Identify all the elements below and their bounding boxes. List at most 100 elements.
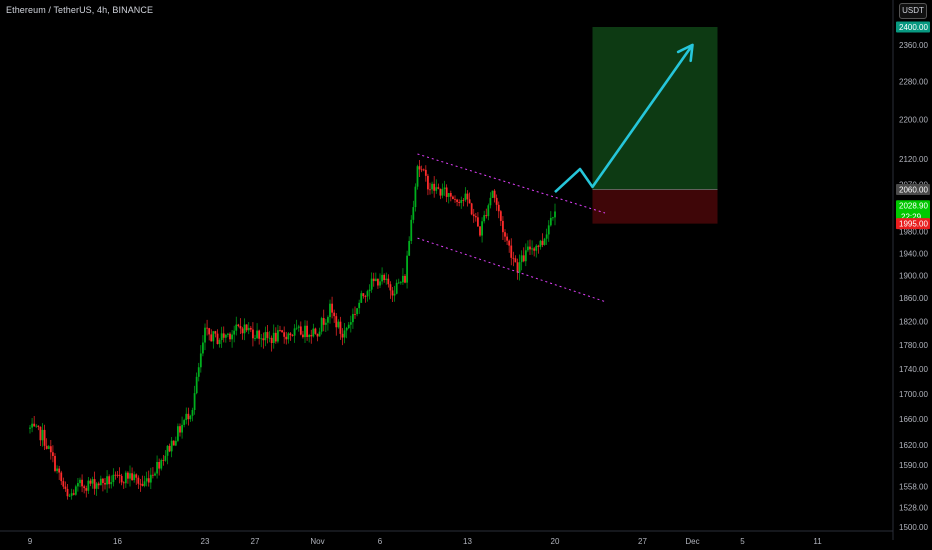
- candle-body: [389, 284, 392, 291]
- candle-body: [322, 318, 325, 325]
- candle-body: [237, 324, 240, 327]
- candle: [37, 425, 40, 431]
- candle-body: [43, 429, 46, 446]
- candle-body: [366, 291, 369, 297]
- candle: [397, 278, 400, 284]
- y-tick-label: 2360.00: [899, 41, 928, 50]
- candle-body: [83, 486, 86, 489]
- candle-body: [160, 460, 163, 469]
- candle-body: [77, 483, 79, 487]
- x-tick-label: 9: [28, 537, 33, 546]
- candle-body: [391, 290, 394, 296]
- price-tag: 2400.00: [896, 21, 930, 33]
- candle: [79, 477, 81, 488]
- candle: [108, 474, 111, 489]
- candle-body: [102, 478, 104, 483]
- candle: [312, 323, 315, 338]
- projection-arrowhead: [676, 43, 694, 63]
- candle: [41, 423, 44, 447]
- candle-body: [152, 474, 154, 476]
- price-tag: 2028.90 22:29: [896, 200, 930, 223]
- candle-body: [433, 183, 436, 191]
- candle: [512, 251, 515, 267]
- candle-body: [333, 312, 336, 317]
- projection-path: [554, 44, 694, 194]
- candle: [74, 484, 77, 496]
- candle: [97, 481, 100, 490]
- candle: [529, 239, 531, 256]
- candle: [364, 294, 367, 303]
- candle: [466, 190, 469, 207]
- candle-body: [258, 330, 261, 339]
- candle: [514, 255, 517, 263]
- candle: [264, 326, 267, 347]
- candle-body: [527, 246, 529, 251]
- candle: [266, 325, 269, 344]
- candle-body: [491, 190, 494, 198]
- candle-body: [341, 333, 344, 338]
- candle-body: [466, 193, 469, 200]
- candle: [214, 330, 217, 338]
- candle: [320, 316, 323, 335]
- candle: [412, 200, 415, 224]
- candle-body: [472, 214, 475, 217]
- candle: [418, 160, 421, 177]
- candle-body: [479, 226, 481, 236]
- candle-body: [385, 278, 388, 281]
- candle-body: [174, 440, 177, 446]
- candle: [270, 335, 273, 352]
- candle: [156, 455, 158, 479]
- candle: [70, 488, 73, 500]
- candle: [468, 192, 471, 204]
- candle: [210, 329, 213, 342]
- candle: [166, 444, 169, 465]
- candle-body: [483, 215, 486, 222]
- candle-body: [35, 425, 38, 427]
- candle-body: [208, 328, 211, 335]
- candle: [83, 484, 86, 494]
- candle-body: [362, 293, 365, 297]
- symbol-title: Ethereum / TetherUS, 4h, BINANCE: [6, 5, 154, 15]
- candle-body: [314, 328, 317, 334]
- x-tick-label: 20: [551, 537, 560, 546]
- candle: [204, 323, 206, 351]
- candle: [133, 471, 136, 483]
- candle: [374, 272, 377, 282]
- candle-body: [243, 324, 246, 334]
- candle-body: [252, 329, 254, 339]
- candle: [302, 330, 304, 339]
- candle: [356, 308, 358, 317]
- currency-button[interactable]: USDT: [899, 3, 927, 19]
- candle-body: [52, 452, 54, 456]
- candle-body: [502, 220, 504, 233]
- candle: [143, 475, 146, 488]
- candle: [381, 267, 383, 285]
- candle: [279, 325, 281, 332]
- candle: [437, 183, 440, 190]
- candle-body: [233, 330, 236, 335]
- candle-body: [245, 324, 248, 331]
- candle-body: [195, 376, 198, 394]
- candle: [243, 318, 246, 341]
- candle-body: [172, 440, 175, 446]
- candle: [124, 470, 127, 488]
- candle: [322, 309, 325, 332]
- candle-body: [418, 166, 421, 170]
- candle-body: [158, 461, 161, 469]
- candle: [316, 333, 319, 342]
- candle-body: [414, 186, 417, 208]
- candle: [68, 493, 71, 497]
- candle-body: [397, 282, 400, 284]
- candle: [47, 444, 50, 450]
- candle-body: [310, 335, 313, 337]
- candle-body: [422, 169, 425, 171]
- candle-body: [331, 303, 333, 313]
- candle-body: [402, 275, 404, 283]
- candle: [489, 192, 492, 209]
- candle: [462, 197, 465, 207]
- candle-body: [170, 440, 173, 452]
- candle: [120, 473, 123, 486]
- candle: [479, 225, 481, 237]
